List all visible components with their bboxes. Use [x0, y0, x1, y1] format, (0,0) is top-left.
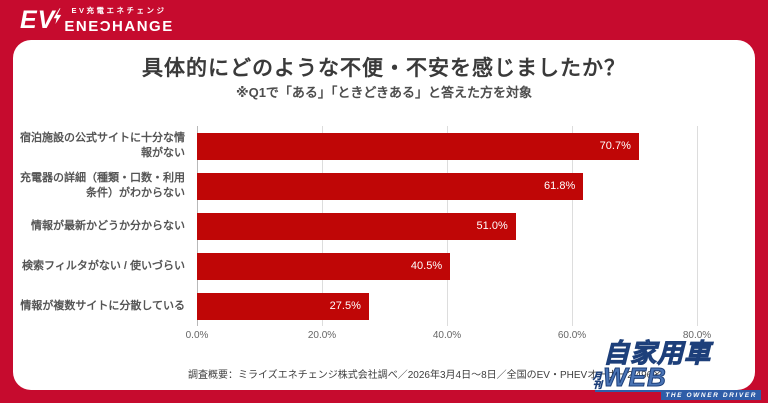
gridline: [697, 126, 698, 326]
watermark-underline: [595, 389, 761, 392]
chart-card: 具体的にどのような不便・不安を感じましたか？ ※Q1で「ある」「ときどきある」と…: [13, 40, 755, 390]
gridline: [572, 126, 573, 326]
chart-row: 70.7%: [197, 126, 697, 166]
bar: 40.5%: [197, 252, 451, 280]
x-tick-label: 40.0%: [432, 330, 462, 341]
watermark-prefix: 月刊: [593, 371, 603, 390]
chart-row: 51.0%: [197, 206, 697, 246]
page-title: 具体的にどのような不便・不安を感じましたか？: [142, 57, 626, 80]
bar-value: 51.0%: [476, 220, 508, 232]
category-label: 情報が最新かどうか分からない: [31, 219, 185, 232]
ev-logo-icon: EV: [20, 5, 63, 35]
chart-row: 61.8%: [197, 166, 697, 206]
bar: 70.7%: [197, 132, 639, 160]
bar: 51.0%: [197, 212, 516, 240]
bar-value: 70.7%: [599, 140, 631, 152]
brand-name: ENEƆHANGE: [64, 18, 174, 35]
category-labels: 宿泊施設の公式サイトに十分な情報がない 充電器の詳細（種類・口数・利用条件）がわ…: [13, 126, 185, 326]
chart-row: 40.5%: [197, 246, 697, 286]
category-label: 情報が複数サイトに分散している: [20, 299, 185, 312]
x-tick-label: 80.0%: [682, 330, 712, 341]
page-subtitle: ※Q1で「ある」「ときどきある」と答えた方を対象: [235, 85, 533, 100]
brand-subtext: EV充電エネチェンジ: [71, 6, 167, 15]
lightning-bolt-icon: [52, 7, 63, 27]
footer-source: 調査概要：ミライズエネチェンジ株式会社調べ／2026年3月4日～8日／全国のEV…: [188, 370, 663, 381]
watermark-main: 自家用車WEB: [603, 337, 712, 393]
x-tick-label: 20.0%: [307, 330, 337, 341]
category-label: 宿泊施設の公式サイトに十分な情報がない: [20, 132, 185, 159]
bar: 27.5%: [197, 292, 369, 320]
x-tick-label: 60.0%: [557, 330, 587, 341]
bar: 61.8%: [197, 172, 584, 200]
watermark-logo: 月刊 自家用車WEB THE OWNER DRIVER: [593, 339, 763, 402]
category-label: 充電器の詳細（種類・口数・利用条件）がわからない: [20, 172, 185, 199]
plot-area: 70.7% 61.8% 51.0% 40.5% 27.5%: [197, 126, 698, 326]
bar-value: 27.5%: [329, 300, 361, 312]
chart-row: 27.5%: [197, 286, 697, 326]
bar-value: 40.5%: [410, 260, 443, 272]
x-tick-label: 0.0%: [185, 330, 209, 341]
brand-logo: EV EV充電エネチェンジ ENEƆHANGE: [20, 5, 174, 35]
bar-value: 61.8%: [544, 180, 576, 192]
x-axis: 0.0% 20.0% 40.0% 60.0% 80.0%: [186, 330, 712, 344]
category-label: 検索フィルタがない / 使いづらい: [22, 259, 185, 272]
watermark-tagline: THE OWNER DRIVER: [661, 391, 761, 400]
